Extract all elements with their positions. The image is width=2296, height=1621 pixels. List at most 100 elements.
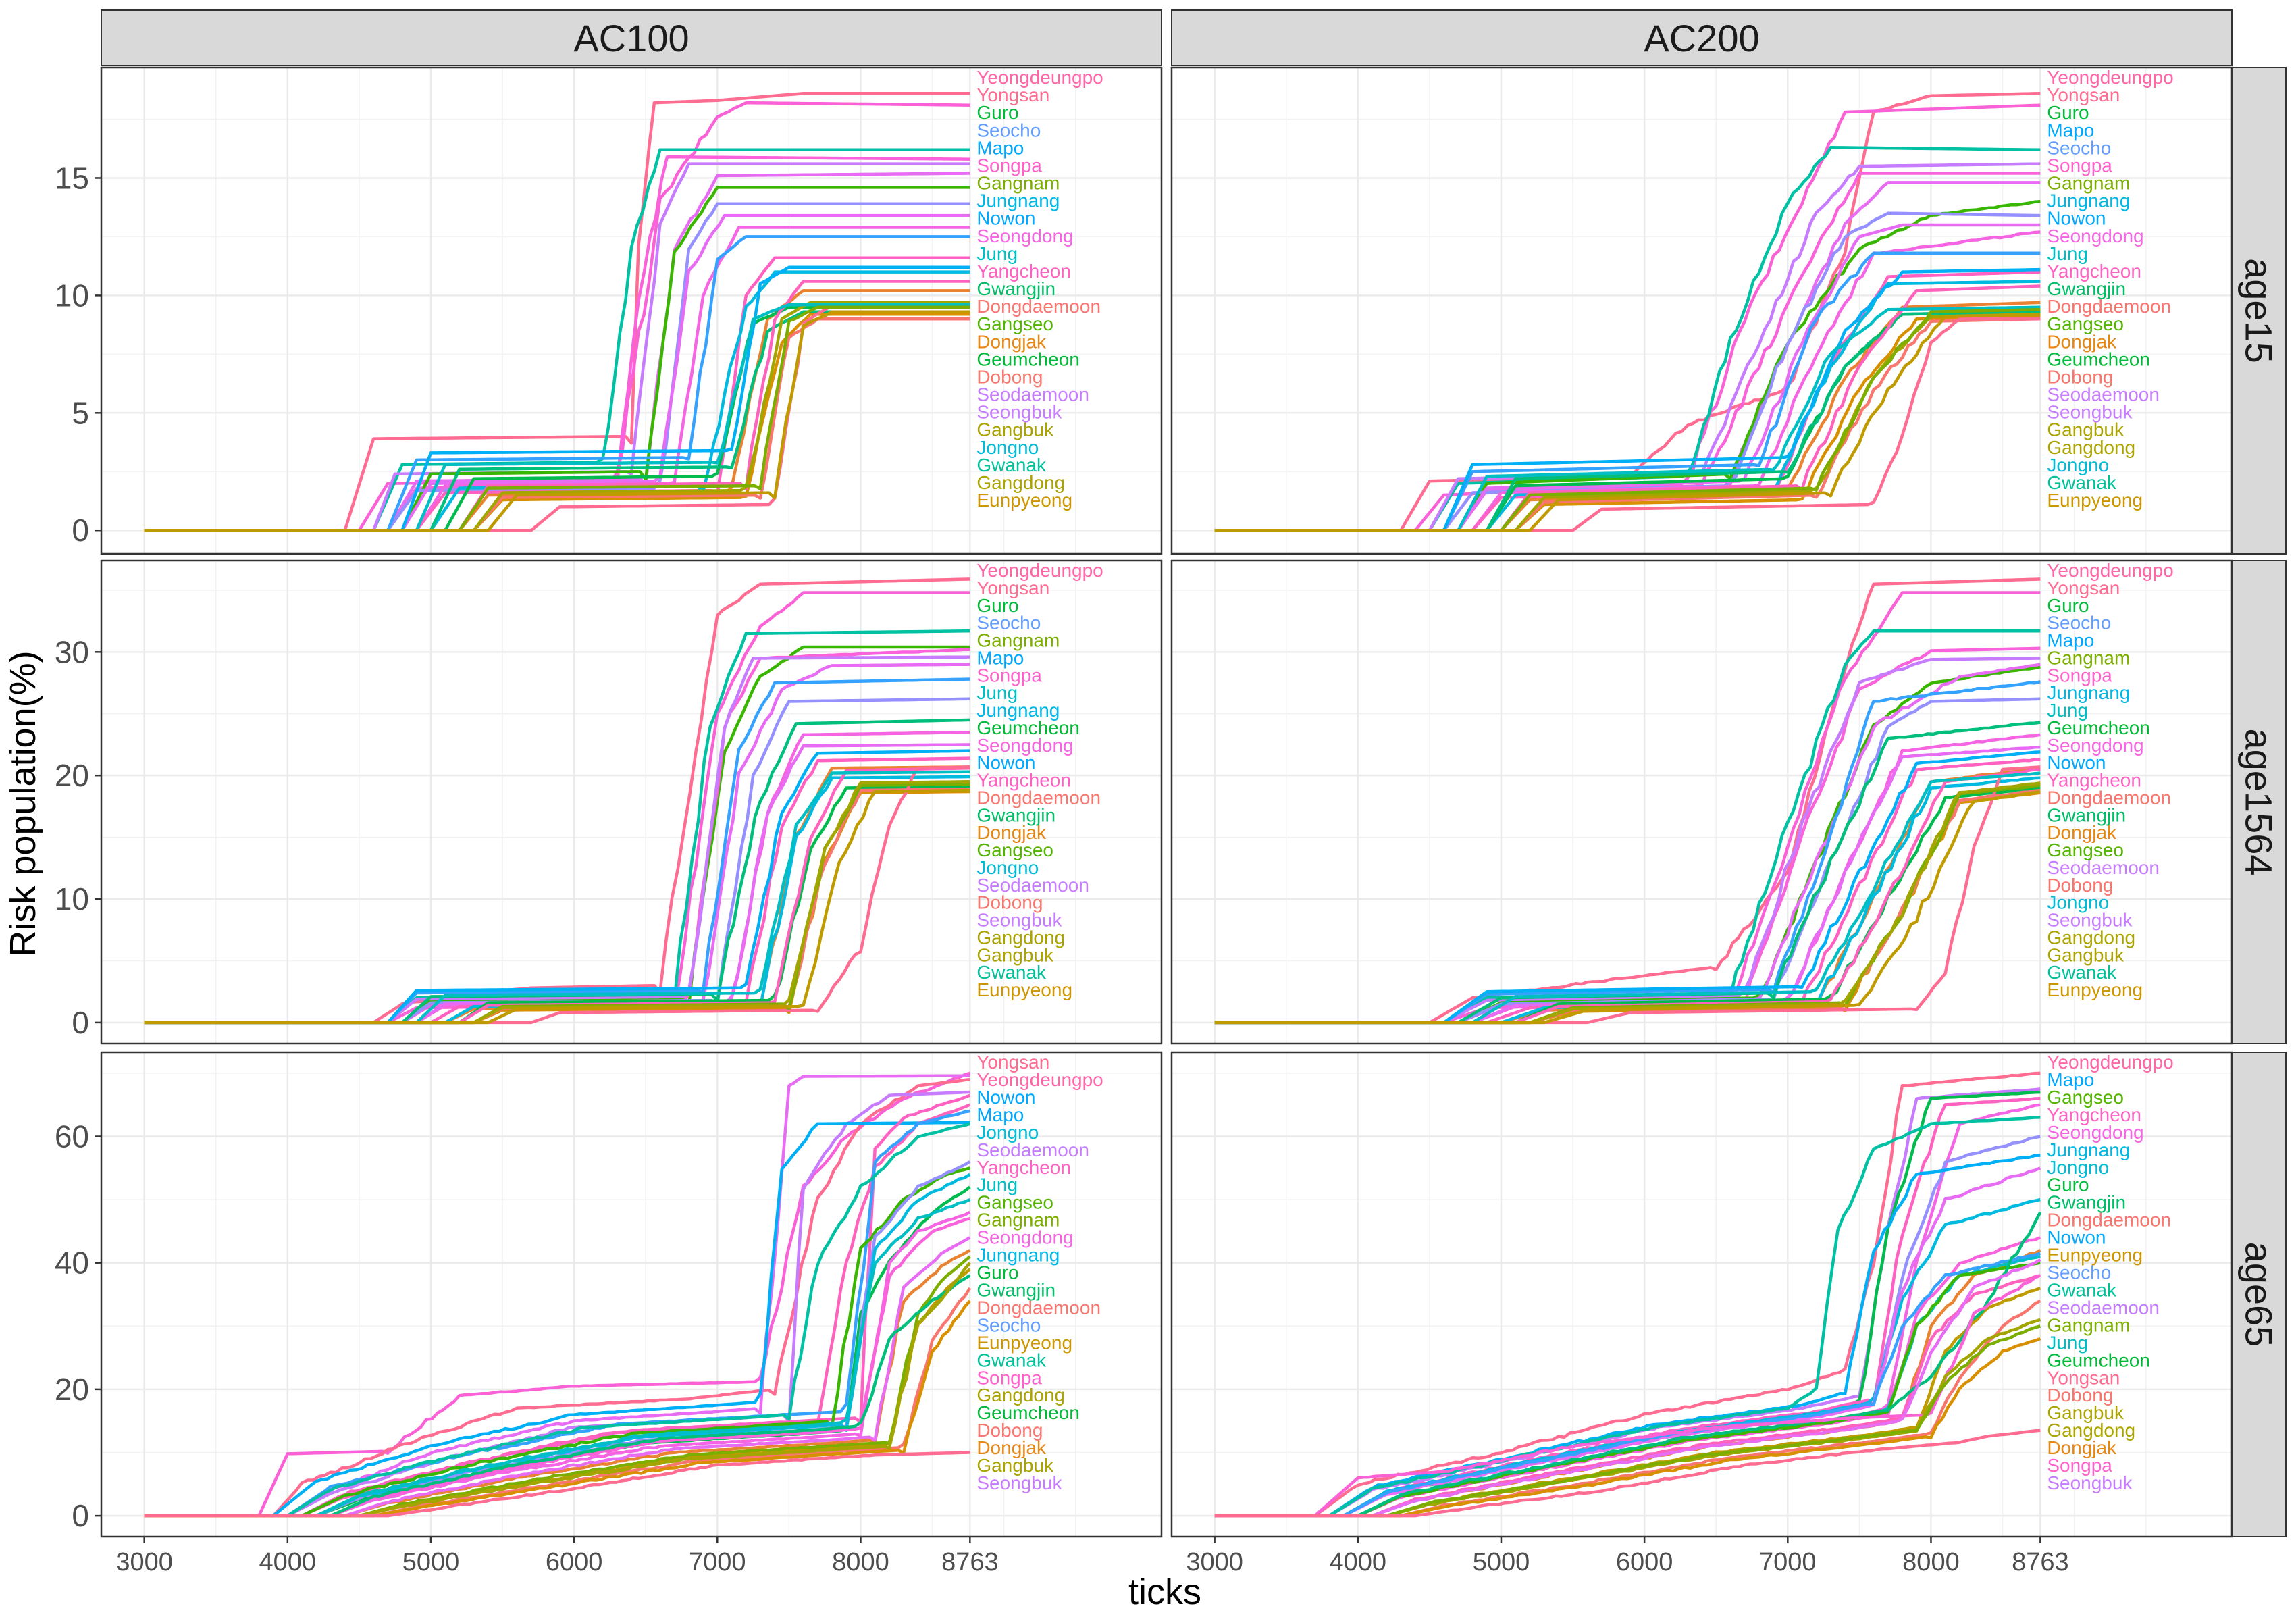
panel-border (100, 559, 1163, 1045)
series-end-label: Seongdong (2047, 735, 2143, 756)
series-end-label: Eunpyeong (2047, 1245, 2143, 1266)
series-end-label: Geumcheon (976, 717, 1080, 738)
series-end-label: Jongno (2047, 892, 2109, 913)
series-end-label: Yongsan (976, 1052, 1049, 1073)
series-end-label: Seongdong (2047, 226, 2143, 247)
x-tick-label: 7000 (689, 1548, 746, 1576)
series-end-label: Yeongdeungpo (2047, 67, 2173, 88)
x-tick-label: 6000 (1616, 1548, 1673, 1576)
series-end-label: Yongsan (976, 84, 1049, 105)
series-end-label: Geumcheon (976, 349, 1080, 369)
series-line-eunpyeong (1214, 312, 2041, 532)
series-end-label: Mapo (976, 647, 1024, 668)
series-end-label: Yangcheon (2047, 1104, 2141, 1125)
series-end-label: Yangcheon (976, 1157, 1071, 1178)
series-end-label: Dongjak (976, 331, 1047, 352)
series-end-label: Nowon (976, 1087, 1035, 1108)
series-end-label: Guro (2047, 1175, 2089, 1195)
row-strip-label: age15 (2238, 258, 2280, 363)
series-line-guro (1214, 1116, 2041, 1518)
series-end-label: Jung (976, 682, 1018, 703)
column-strip-label: AC200 (1644, 17, 1759, 59)
row-strip-label: age1564 (2238, 728, 2280, 875)
x-tick-label: 5000 (402, 1548, 460, 1576)
y-tick-label: 10 (55, 278, 89, 313)
series-end-label: Seongbuk (976, 402, 1062, 423)
series-end-label: Seongdong (2047, 1122, 2143, 1143)
series-end-label: Gangseo (2047, 840, 2124, 860)
x-tick-label: 3000 (115, 1548, 173, 1576)
series-end-label: Gangseo (976, 840, 1053, 860)
series-end-label: Gangbuk (976, 944, 1054, 965)
series-end-label: Gangseo (976, 1192, 1053, 1213)
series-end-label: Jongno (2047, 455, 2109, 475)
x-tick-label: 8763 (941, 1548, 999, 1576)
series-line-jongno (144, 1121, 970, 1518)
series-end-label: Gangbuk (2047, 1402, 2124, 1423)
series-line-eunpyeong (144, 788, 970, 1025)
series-end-label: Seongbuk (2047, 1472, 2133, 1493)
x-tick-label: 4000 (259, 1548, 317, 1576)
series-end-label: Mapo (2047, 120, 2094, 140)
series-end-label: Dobong (976, 1420, 1043, 1441)
series-end-label: Nowon (2047, 1227, 2106, 1248)
series-line-yeongdeungpo (144, 1077, 970, 1518)
panel-AC100-age1564: YeongdeungpoYongsanGuroSeochoGangnamMapo… (55, 559, 1163, 1045)
series-end-label: Yeongdeungpo (976, 67, 1103, 88)
series-end-label: Guro (2047, 102, 2089, 123)
row-strip (2232, 1052, 2287, 1537)
series-end-label: Gangbuk (976, 1455, 1054, 1476)
series-end-label: Gangdong (2047, 927, 2135, 948)
series-end-label: Eunpyeong (976, 1332, 1072, 1353)
series-end-label: Dongjak (976, 822, 1047, 843)
series-end-label: Gangnam (976, 630, 1060, 651)
series-end-label: Geumcheon (2047, 1349, 2150, 1370)
series-end-label: Songpa (976, 665, 1042, 686)
series-end-label: Jongno (976, 437, 1039, 458)
series-end-label: Jungnang (2047, 1139, 2130, 1160)
series-end-label: Yangcheon (976, 261, 1071, 282)
series-line-yongsan (144, 1071, 970, 1518)
series-end-label: Dobong (976, 892, 1043, 913)
series-end-label: Dongdaemoon (2047, 296, 2171, 317)
series-end-label: Dongdaemoon (976, 296, 1101, 317)
series-end-label: Gwanak (976, 1349, 1047, 1370)
series-end-label: Gangseo (2047, 1087, 2124, 1108)
y-tick-label: 0 (72, 1498, 89, 1533)
series-end-label: Gangnam (2047, 1314, 2130, 1335)
series-end-label: Jung (2047, 1332, 2088, 1353)
y-tick-label: 5 (72, 395, 89, 430)
series-end-label: Jung (976, 1175, 1018, 1195)
y-tick-label: 20 (55, 758, 89, 793)
y-tick-label: 15 (55, 160, 89, 195)
x-axis-title: ticks (1128, 1572, 1201, 1612)
series-end-label: Seodaemoon (976, 1139, 1089, 1160)
series-end-label: Seodaemoon (2047, 384, 2160, 405)
series-end-label: Jung (2047, 700, 2088, 721)
panel-AC200-age15: YeongdeungpoYongsanGuroMapoSeochoSongpaG… (1170, 66, 2233, 555)
series-end-label: Guro (2047, 595, 2089, 616)
series-end-label: Gangnam (976, 173, 1060, 194)
x-tick-label: 4000 (1330, 1548, 1387, 1576)
series-end-label: Yeongdeungpo (2047, 560, 2173, 581)
series-end-label: Jung (976, 243, 1018, 264)
series-end-label: Gangbuk (2047, 419, 2124, 440)
series-end-label: Nowon (2047, 208, 2106, 229)
row-strip (2232, 67, 2287, 555)
panels: AC100 AC200age15age1564age65YeongdeungpoY… (55, 9, 2287, 1576)
series-line-eunpyeong (1214, 790, 2041, 1025)
y-tick-label: 10 (55, 881, 89, 917)
series-line-yeongdeungpo (1214, 1071, 2041, 1518)
series-end-label: Dongdaemoon (2047, 787, 2171, 808)
series-end-label: Gangdong (976, 927, 1065, 948)
series-end-label: Seongbuk (976, 910, 1062, 931)
series-end-label: Guro (976, 595, 1018, 616)
series-line-seongbuk (144, 1451, 970, 1518)
x-tick-label: 6000 (546, 1548, 603, 1576)
x-tick-label: 7000 (1759, 1548, 1817, 1576)
series-end-label: Seongbuk (976, 1472, 1062, 1493)
x-tick-label: 8763 (2012, 1548, 2069, 1576)
x-tick-label: 8000 (1902, 1548, 1960, 1576)
series-end-label: Nowon (976, 752, 1035, 773)
